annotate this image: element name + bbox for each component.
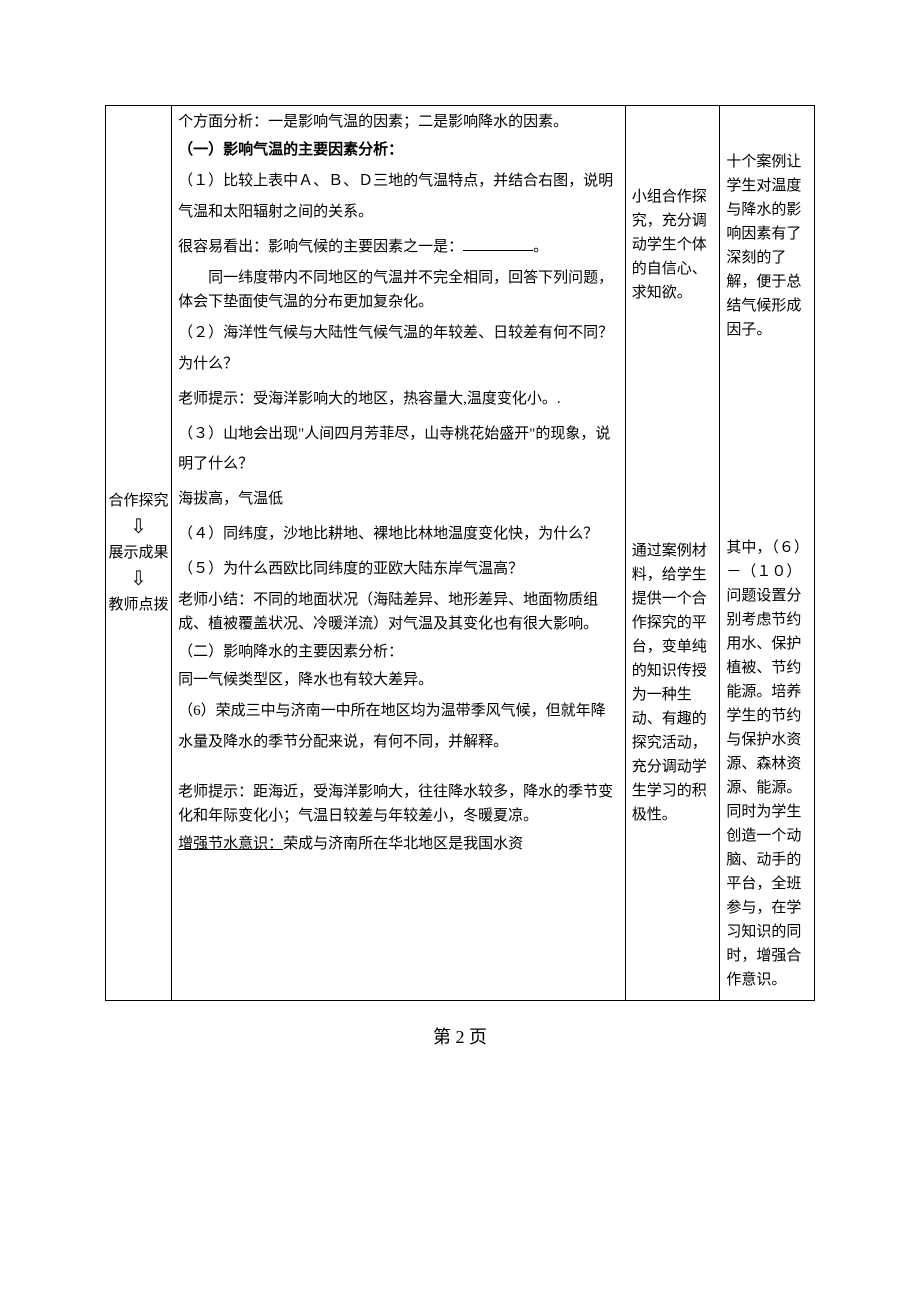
page-container: 合作探究 ⇩ 展示成果 ⇩ 教师点拨 个方面分析：一是影响气温的因素；二是影响降…	[0, 0, 920, 1089]
phase-label-3: 教师点拨	[108, 593, 169, 617]
phase-label-2: 展示成果	[108, 541, 169, 565]
question-4: （４）同纬度，沙地比耕地、裸地比林地温度变化快，为什么？	[178, 519, 619, 550]
intro-precip: 同一气候类型区，降水也有较大差异。	[178, 668, 619, 692]
intent-block-2: 其中，（６）－（１０）问题设置分别考虑节约用水、保护植被、节约能源。培养学生的节…	[726, 536, 808, 992]
activity-block-2: 通过案例材料，给学生提供一个合作探究的平台，变单纯的知识传授为一种生动、有趣的探…	[632, 539, 714, 827]
intent-block-1: 十个案例让学生对温度与降水的影响因素有了深刻的了解，便于总结气候形成因子。	[726, 150, 808, 342]
blank-underline	[463, 250, 533, 251]
down-arrow-icon: ⇩	[108, 567, 169, 591]
spacer	[632, 309, 714, 539]
table-row: 合作探究 ⇩ 展示成果 ⇩ 教师点拨 个方面分析：一是影响气温的因素；二是影响降…	[106, 106, 815, 1001]
question-2: （２）海洋性气候与大陆性气候气温的年较差、日较差有何不同？为什么？	[178, 318, 619, 380]
question-3: （３）山地会出现"人间四月芳菲尽，山寺桃花始盛开"的现象，说明了什么？	[178, 419, 619, 481]
intro-paragraph: 个方面分析：一是影响气温的因素；二是影响降水的因素。	[178, 110, 619, 134]
fill-blank-line: 很容易看出：影响气候的主要因素之一是： 。	[178, 232, 619, 263]
water-saving-line: 增强节水意识：荣成与济南所在华北地区是我国水资	[178, 832, 619, 856]
activity-column: 小组合作探究，充分调动学生个体的自信心、求知欲。 通过案例材料，给学生提供一个合…	[625, 106, 720, 1001]
phase-label-1: 合作探究	[108, 489, 169, 513]
content-column: 个方面分析：一是影响气温的因素；二是影响降水的因素。 （一）影响气温的主要因素分…	[172, 106, 626, 1001]
teacher-hint-1: 老师提示：受海洋影响大的地区，热容量大,温度变化小。.	[178, 384, 619, 415]
answer-3: 海拔高，气温低	[178, 484, 619, 515]
activity-block-1: 小组合作探究，充分调动学生个体的自信心、求知欲。	[632, 185, 714, 305]
phase-column: 合作探究 ⇩ 展示成果 ⇩ 教师点拨	[106, 106, 172, 1001]
water-saving-rest: 荣成与济南所在华北地区是我国水资	[283, 836, 523, 852]
fill-blank-suffix: 。	[533, 239, 548, 255]
down-arrow-icon: ⇩	[108, 515, 169, 539]
question-5: （５）为什么西欧比同纬度的亚欧大陆东岸气温高？	[178, 554, 619, 585]
question-6: （6）荣成三中与济南一中所在地区均为温带季风气候，但就年降水量及降水的季节分配来…	[178, 696, 619, 758]
spacer	[632, 110, 714, 185]
spacer	[178, 762, 619, 780]
section-heading-2: （二）影响降水的主要因素分析：	[178, 640, 619, 664]
teacher-summary: 老师小结：不同的地面状况（海陆差异、地形差异、地面物质组成、植被覆盖状况、冷暖洋…	[178, 588, 619, 636]
intent-column: 十个案例让学生对温度与降水的影响因素有了深刻的了解，便于总结气候形成因子。 其中…	[720, 106, 815, 1001]
teacher-hint-2: 老师提示：距海近，受海洋影响大，往往降水较多，降水的季节变化和年际变化小；气温日…	[178, 780, 619, 828]
fill-blank-prefix: 很容易看出：影响气候的主要因素之一是：	[178, 239, 463, 255]
context-paragraph: 同一纬度带内不同地区的气温并不完全相同，回答下列问题，体会下垫面使气温的分布更加…	[178, 266, 619, 314]
question-1: （１）比较上表中Ａ、Ｂ、Ｄ三地的气温特点，并结合右图，说明气温和太阳辐射之间的关…	[178, 166, 619, 228]
spacer	[726, 346, 808, 536]
water-saving-label: 增强节水意识：	[178, 836, 283, 852]
spacer	[726, 110, 808, 150]
page-footer: 第 2 页	[105, 1023, 815, 1049]
lesson-plan-table: 合作探究 ⇩ 展示成果 ⇩ 教师点拨 个方面分析：一是影响气温的因素；二是影响降…	[105, 105, 815, 1001]
section-heading-1: （一）影响气温的主要因素分析：	[178, 138, 619, 162]
